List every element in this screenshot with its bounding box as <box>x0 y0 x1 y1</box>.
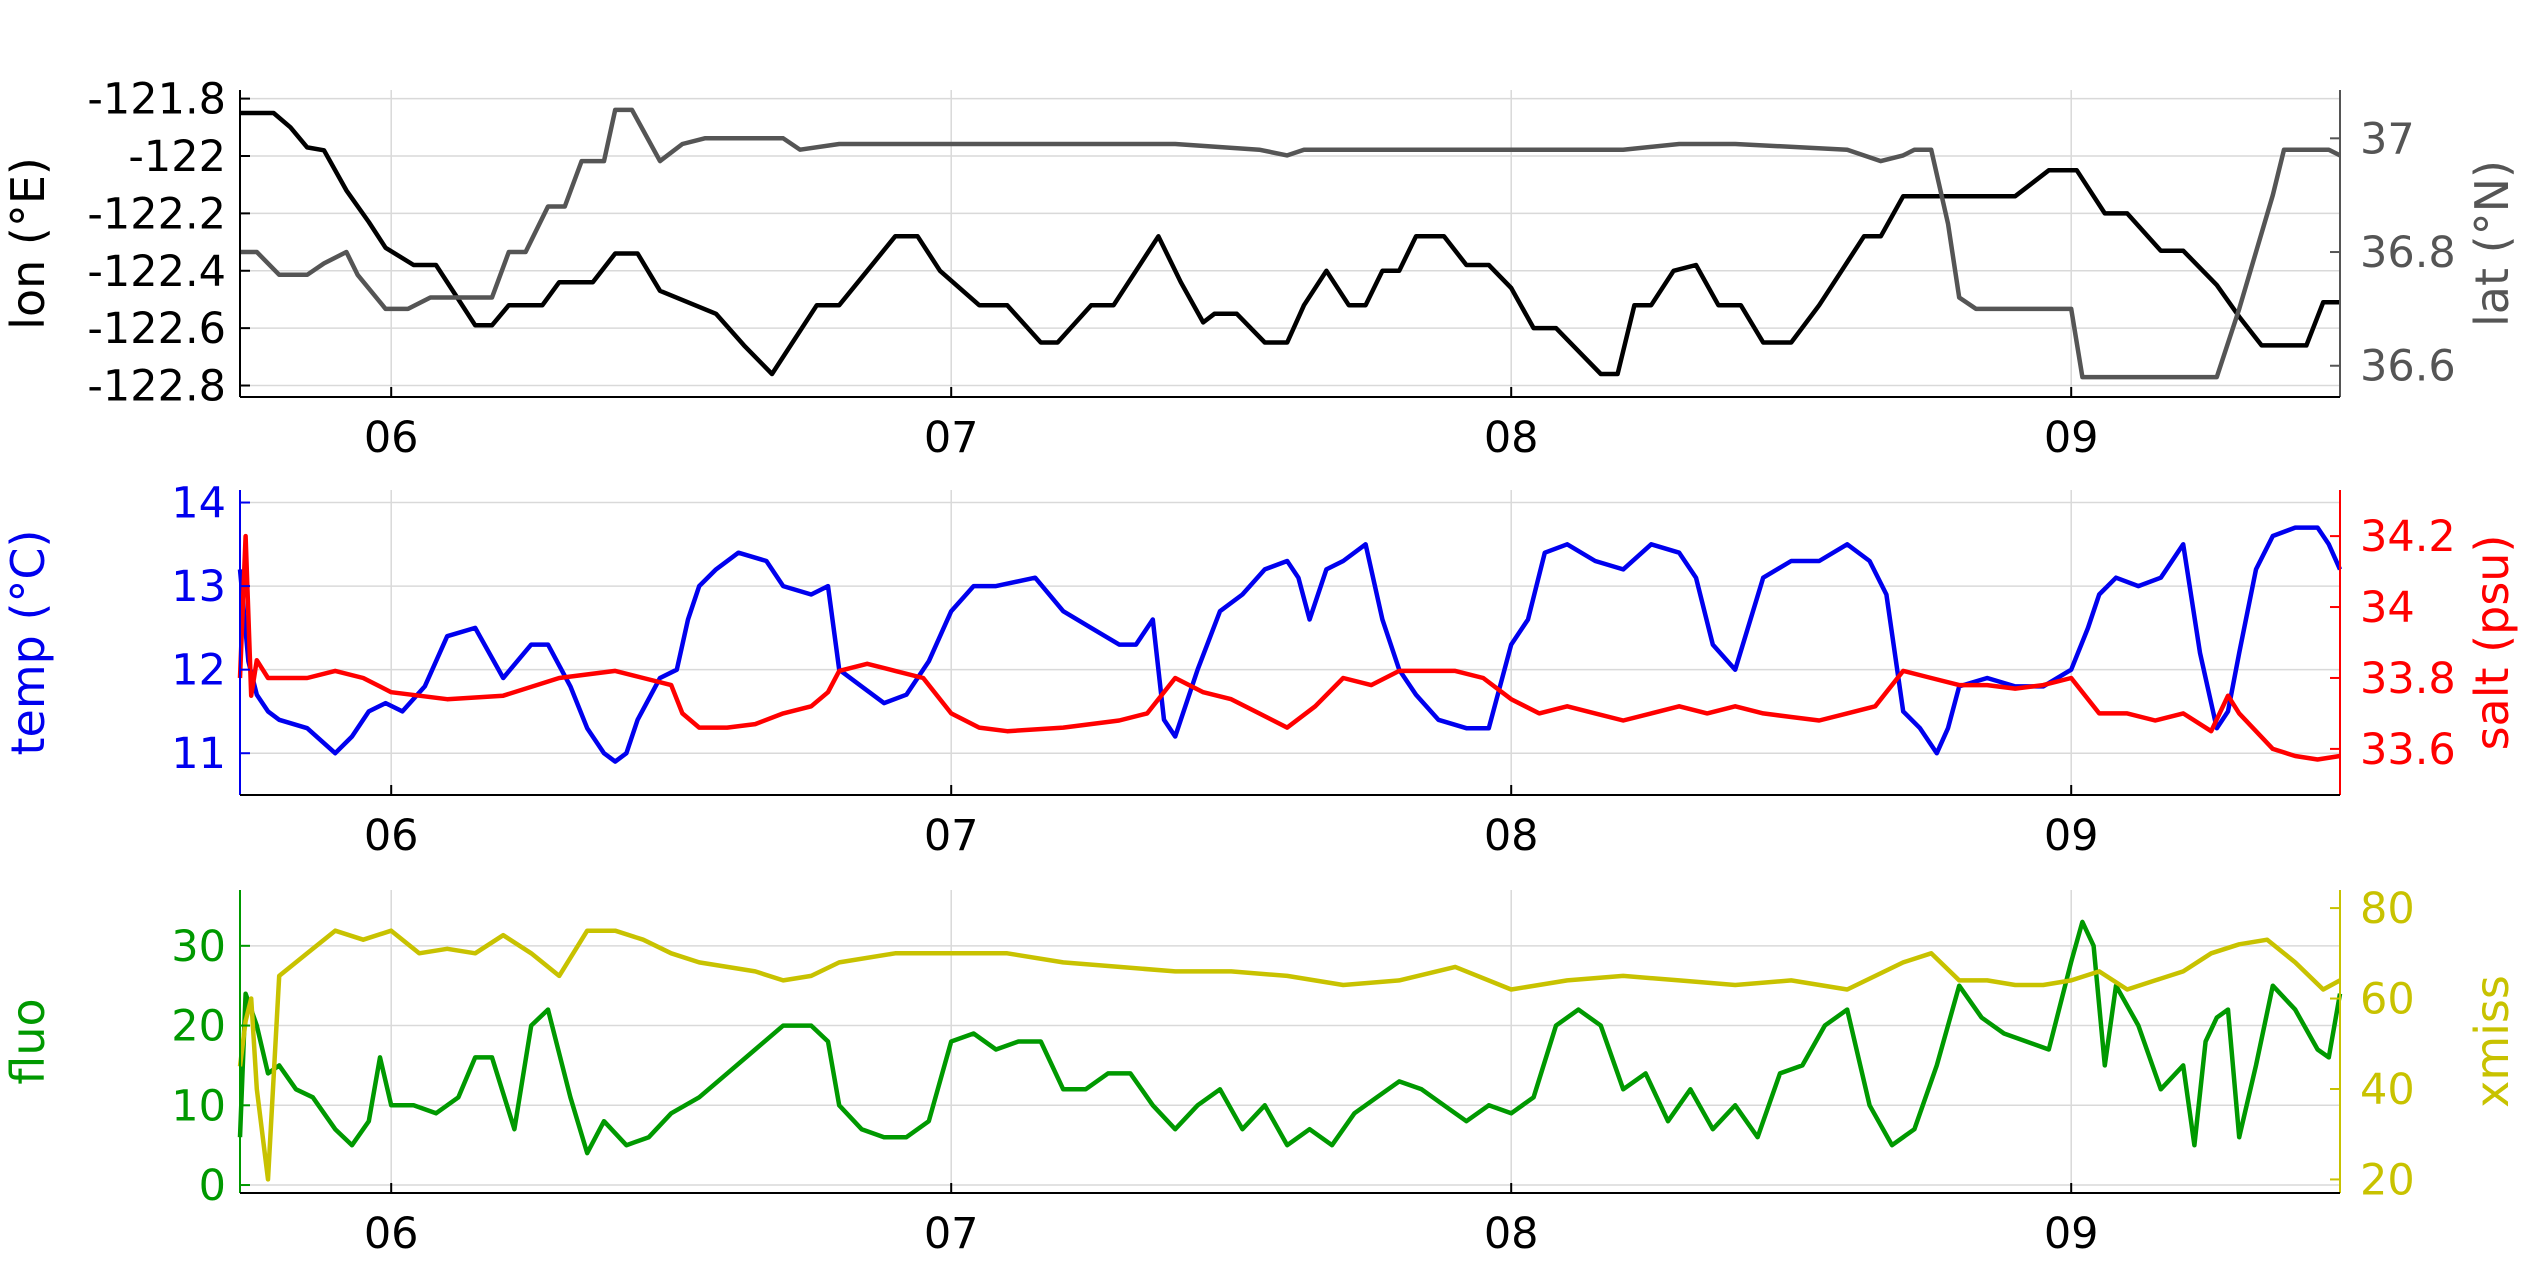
left-y-tick-label: -122 <box>128 132 226 182</box>
right-y-tick-label: 33.8 <box>2360 654 2456 704</box>
x-tick-label: 06 <box>364 811 419 861</box>
right-y-axis-label: lat (°N) <box>2465 160 2519 327</box>
left-y-tick-label: -122.8 <box>87 362 226 412</box>
x-tick-label: 07 <box>924 413 979 463</box>
x-tick-label: 09 <box>2044 413 2099 463</box>
panel-3: 06 07 08 09 0 10 20 30 20 40 60 80 fluo xmiss <box>1 884 2519 1259</box>
series-line-left-axis <box>237 919 2343 1156</box>
x-tick-label: 07 <box>924 1209 979 1259</box>
x-tick-label: 06 <box>364 413 419 463</box>
right-y-tick-label: 20 <box>2360 1155 2415 1205</box>
left-y-tick-label: 30 <box>171 922 226 972</box>
x-tick-label: 06 <box>364 1209 419 1259</box>
right-y-tick-label: 34.2 <box>2360 512 2456 562</box>
x-tick-label: 08 <box>1484 1209 1539 1259</box>
panel-2: 06 07 08 09 11 12 13 14 33.6 33.8 34 34.2 temp (°C) s… <box>1 479 2519 861</box>
right-y-tick-label: 36.8 <box>2360 228 2456 278</box>
panels: 06 07 08 09 -121.8 -122 -122.2 -122.4 -122.6 -122… <box>1 75 2519 1259</box>
series-line-right-axis <box>237 533 2341 762</box>
left-y-tick-label: -122.6 <box>87 304 226 354</box>
x-tick-label: 08 <box>1484 811 1539 861</box>
right-y-tick-label: 37 <box>2360 114 2415 164</box>
left-y-tick-label: 13 <box>171 562 226 612</box>
series-line-right-axis <box>240 107 2342 380</box>
left-y-tick-label: 11 <box>171 729 226 779</box>
left-y-tick-label: 20 <box>171 1002 226 1052</box>
left-y-tick-label: 10 <box>171 1081 226 1131</box>
x-tick-label: 09 <box>2044 1209 2099 1259</box>
left-y-tick-label: -122.4 <box>87 247 226 297</box>
right-y-tick-label: 34 <box>2360 583 2415 633</box>
left-y-axis-label: temp (°C) <box>1 530 55 756</box>
left-y-tick-label: -121.8 <box>87 75 226 125</box>
x-tick-label: 09 <box>2044 811 2099 861</box>
right-y-tick-label: 36.6 <box>2360 342 2456 392</box>
x-tick-label: 08 <box>1484 413 1539 463</box>
right-y-tick-label: 33.6 <box>2360 725 2456 775</box>
right-y-tick-label: 80 <box>2360 884 2415 934</box>
left-y-tick-label: 14 <box>171 479 226 529</box>
series-line-right-axis <box>237 928 2342 1182</box>
left-y-tick-label: 0 <box>199 1161 226 1211</box>
left-y-axis-label: lon (°E) <box>1 157 55 330</box>
left-y-tick-label: -122.2 <box>87 189 226 239</box>
x-tick-label: 07 <box>924 811 979 861</box>
right-y-axis-label: salt (psu) <box>2465 535 2519 751</box>
right-y-tick-label: 40 <box>2360 1065 2415 1115</box>
left-y-axis-label: fluo <box>1 998 55 1084</box>
left-y-tick-label: 12 <box>171 646 226 696</box>
right-y-axis-label: xmiss <box>2465 975 2519 1108</box>
right-y-tick-label: 60 <box>2360 975 2415 1025</box>
panel-1: 06 07 08 09 -121.8 -122 -122.2 -122.4 -122.6 -122… <box>1 75 2519 463</box>
series-line-left-axis <box>240 110 2340 377</box>
